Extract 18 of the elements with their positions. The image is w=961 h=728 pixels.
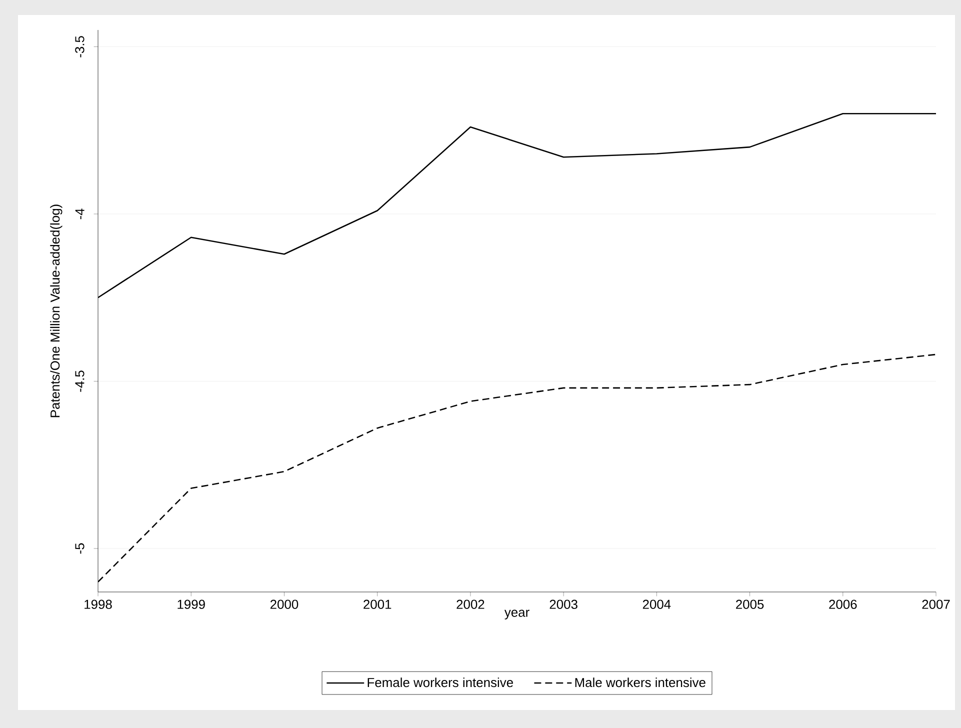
legend-label: Female workers intensive [368,678,513,688]
y-tick-label: -4 [75,208,84,220]
x-tick-label: 2001 [364,600,392,609]
x-tick-label: 1998 [84,600,112,609]
y-axis-title: Patents/One Million Value-added(log) [50,204,62,418]
x-tick-label: 2000 [270,600,298,609]
x-tick-label: 2007 [922,600,950,609]
legend-label: Male workers intensive [575,678,706,688]
x-tick-label: 2006 [829,600,857,609]
x-tick-label: 2005 [736,600,764,609]
x-tick-label: 2002 [456,600,484,609]
x-tick-label: 2003 [550,600,578,609]
y-tick-label: -3.5 [75,36,84,58]
y-tick-label: -5 [75,543,84,554]
y-tick-label: -4.5 [75,370,84,392]
x-axis-title: year [504,610,530,620]
x-tick-label: 1999 [178,600,205,609]
x-tick-label: 2004 [642,600,671,609]
